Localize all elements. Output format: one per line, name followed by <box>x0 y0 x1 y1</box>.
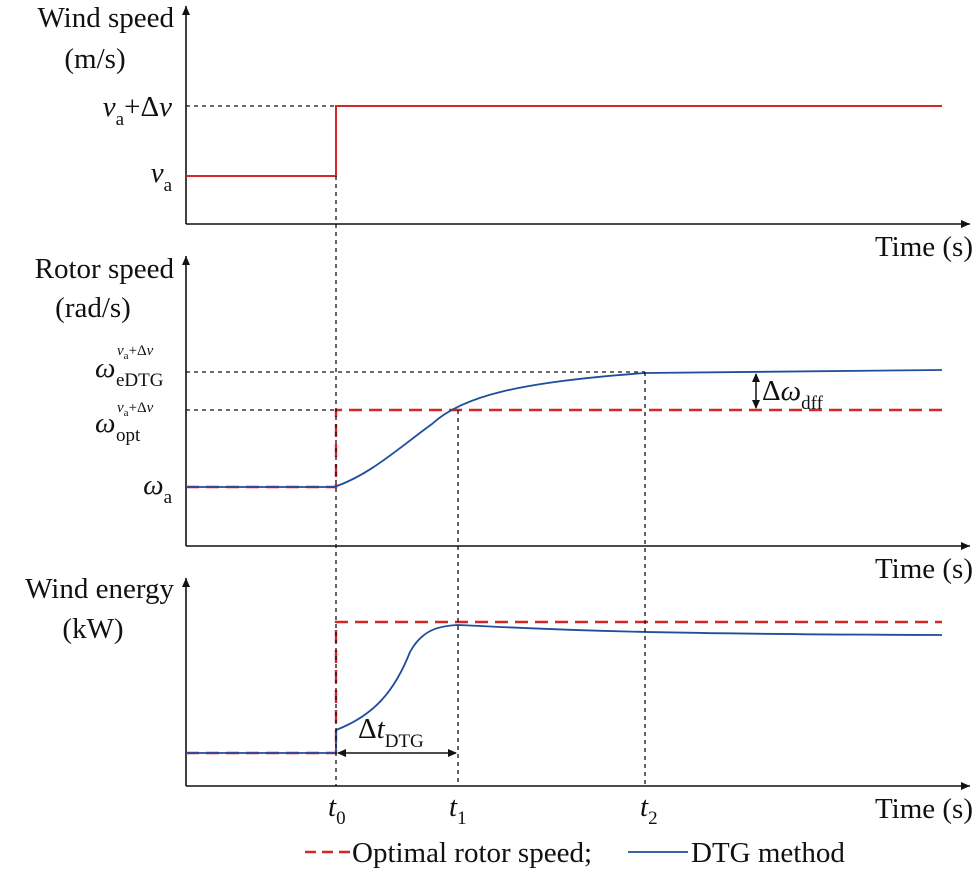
energy-y-label-line2: (kW) <box>62 613 123 645</box>
wind-speed-step-curve <box>186 105 942 177</box>
rotor-speed-panel: Rotor speed (rad/s) Time (s) ω eDTG va+Δ… <box>35 253 973 585</box>
wind-energy-panel: Wind energy (kW) Time (s) ΔtDTG <box>25 573 973 825</box>
legend-optimal-label: Optimal rotor speed; <box>352 837 592 869</box>
svg-text:opt: opt <box>116 425 141 446</box>
svg-text:va+Δv: va+Δv <box>117 400 154 419</box>
energy-y-label-line1: Wind energy <box>25 573 174 605</box>
wind-speed-panel: Wind speed (m/s) Time (s) va+Δv va <box>37 2 973 263</box>
wind-level-low-label: va <box>151 157 173 196</box>
t1-label: t1 <box>449 791 467 829</box>
svg-text:ω: ω <box>95 352 115 384</box>
energy-optimal-curve <box>186 620 942 755</box>
energy-x-label: Time (s) <box>875 793 973 825</box>
rotor-y-label-line2: (rad/s) <box>55 292 131 324</box>
rotor-y-label-line1: Rotor speed <box>35 253 175 285</box>
legend-dtg-label: DTG method <box>691 837 845 869</box>
svg-text:va+Δv: va+Δv <box>117 343 154 362</box>
wind-x-label: Time (s) <box>875 231 973 263</box>
rotor-optimal-curve <box>186 408 942 489</box>
rotor-level-opt-label: ω opt va+Δv <box>95 400 154 446</box>
rotor-x-label: Time (s) <box>875 553 973 585</box>
rotor-diff-label: Δωdff <box>762 375 824 414</box>
wind-level-high-label: va+Δv <box>103 91 172 130</box>
svg-text:eDTG: eDTG <box>116 370 164 391</box>
rotor-level-a-label: ωa <box>143 469 172 508</box>
energy-dtg-curve <box>186 624 943 754</box>
rotor-level-edtg-label: ω eDTG va+Δv <box>95 343 164 391</box>
wind-y-label-line2: (m/s) <box>64 43 125 75</box>
rotor-dtg-curve <box>186 369 943 488</box>
t2-label: t2 <box>640 791 658 829</box>
energy-interval-label: ΔtDTG <box>358 713 424 752</box>
t0-label: t0 <box>328 791 346 829</box>
wind-y-label-line1: Wind speed <box>37 2 174 34</box>
legend: Optimal rotor speed; DTG method <box>305 837 845 869</box>
svg-text:ω: ω <box>95 407 115 439</box>
